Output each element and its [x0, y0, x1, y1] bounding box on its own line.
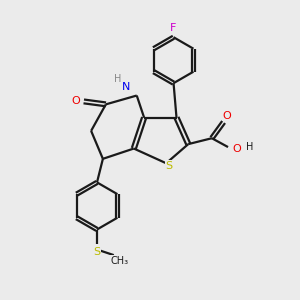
Text: N: N: [122, 82, 130, 92]
Text: O: O: [223, 110, 232, 121]
Text: S: S: [166, 160, 173, 171]
Text: H: H: [114, 74, 121, 84]
Text: O: O: [232, 144, 241, 154]
Text: O: O: [71, 96, 80, 106]
Text: H: H: [245, 142, 253, 152]
Text: CH₃: CH₃: [110, 256, 128, 266]
Text: S: S: [93, 247, 100, 256]
Text: F: F: [170, 23, 177, 33]
